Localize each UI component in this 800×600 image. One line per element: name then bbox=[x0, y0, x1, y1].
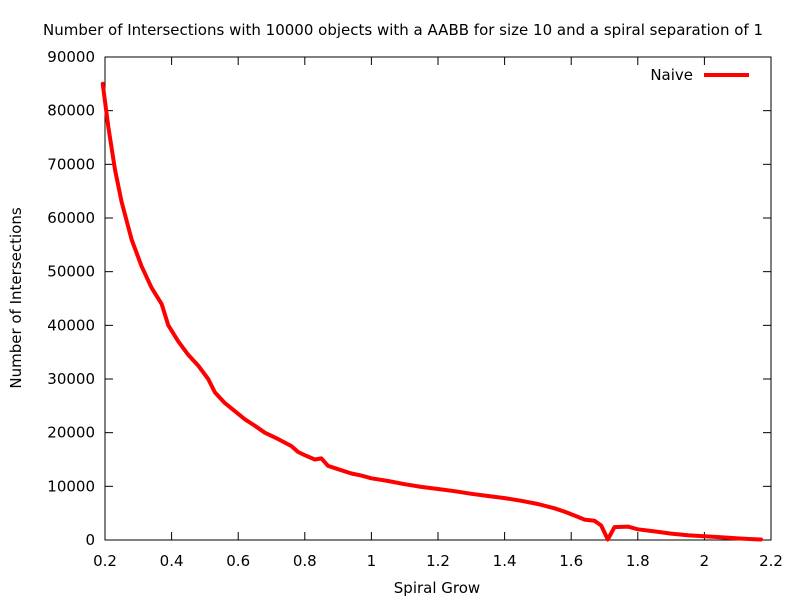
y-tick-label: 60000 bbox=[47, 209, 95, 227]
y-tick-label: 80000 bbox=[47, 102, 95, 120]
y-tick-label: 50000 bbox=[47, 263, 95, 281]
y-tick-label: 40000 bbox=[47, 316, 95, 334]
plot-frame bbox=[104, 56, 772, 541]
x-tick-label: 2 bbox=[700, 552, 710, 570]
x-tick-label: 0.4 bbox=[160, 552, 184, 570]
x-tick-label: 1.6 bbox=[559, 552, 583, 570]
y-axis-label: Number of Intersections bbox=[7, 207, 25, 388]
y-tick-label: 70000 bbox=[47, 155, 95, 173]
legend-entry-label: Naive bbox=[650, 66, 693, 84]
x-tick-label: 1 bbox=[367, 552, 377, 570]
axes: 0.2 0.4 0.6 0.8 1 1.2 1.4 1.6 1.8 2 2.2 0 10000 20000… bbox=[47, 48, 783, 570]
y-tick-label: 10000 bbox=[47, 477, 95, 495]
x-tick-label: 1.4 bbox=[493, 552, 517, 570]
legend: Naive bbox=[650, 66, 749, 84]
x-axis-label: Spiral Grow bbox=[394, 579, 480, 597]
chart-title: Number of Intersections with 10000 objec… bbox=[43, 21, 763, 39]
y-tick-label: 90000 bbox=[47, 48, 95, 66]
y-tick-label: 30000 bbox=[47, 370, 95, 388]
x-tick-label: 0.2 bbox=[93, 552, 117, 570]
y-tick-label: 0 bbox=[85, 531, 95, 549]
series-line-naive bbox=[100, 81, 763, 542]
x-tick-label: 1.2 bbox=[426, 552, 450, 570]
x-tick-label: 0.6 bbox=[226, 552, 250, 570]
plot-area bbox=[100, 81, 763, 542]
x-tick-label: 1.8 bbox=[626, 552, 650, 570]
x-tick-label: 0.8 bbox=[293, 552, 317, 570]
y-tick-label: 20000 bbox=[47, 424, 95, 442]
x-tick-label: 2.2 bbox=[759, 552, 783, 570]
